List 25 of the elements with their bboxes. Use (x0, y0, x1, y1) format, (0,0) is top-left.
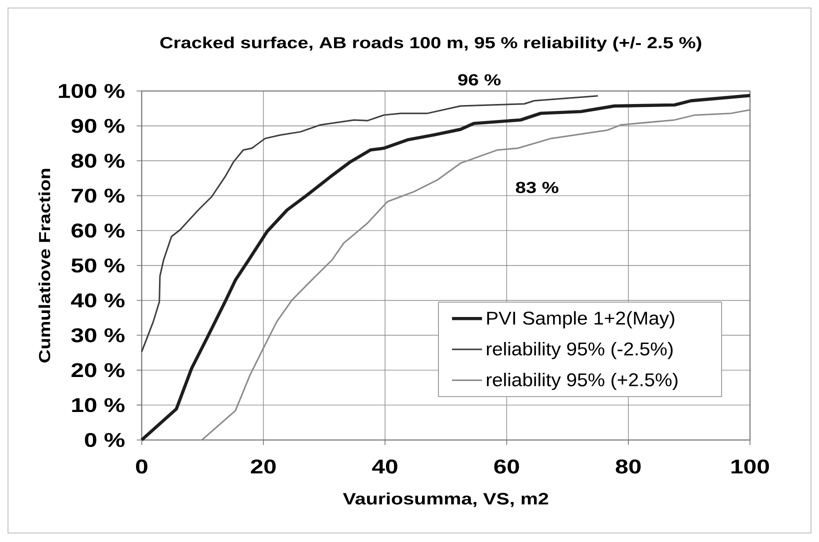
legend-label: PVI Sample 1+2(May) (487, 311, 674, 328)
y-tick-label: 10 % (72, 398, 125, 412)
annotation: 83 % (516, 182, 558, 194)
y-tick-label: 30 % (71, 328, 125, 342)
y-tick-label: 70 % (72, 188, 125, 203)
x-tick-label: 0 (136, 460, 148, 474)
x-tick-label: 40 (372, 460, 398, 474)
y-tick-label: 90 % (72, 118, 125, 133)
y-tick-label: 20 % (72, 363, 125, 378)
x-axis-title: Vauriosumma, VS, m2 (342, 492, 548, 507)
y-tick-label: 50 % (71, 258, 125, 273)
y-tick-label: 60 % (72, 224, 125, 238)
legend-label: reliability 95% (-2.5%) (486, 342, 673, 360)
x-tick-label: 80 (616, 460, 641, 474)
y-tick-label: 40 % (71, 293, 125, 308)
text: 96 % (458, 74, 501, 86)
y-tick-label: 0 % (84, 432, 125, 448)
y-tick-label: 100 % (58, 84, 125, 98)
y-tick-label: 80 % (71, 154, 125, 168)
legend-label: reliability 95% (+2.5%) (486, 372, 678, 390)
y-axis-title: Cumulatiove Fraction (38, 168, 50, 362)
chart-title: Cracked surface, AB roads 100 m, 95 % reliability (+/- 2.5 %) (160, 36, 702, 52)
x-tick-label: 100 (732, 460, 769, 474)
x-tick-label: 60 (494, 460, 519, 474)
x-tick-label: 20 (250, 460, 276, 474)
